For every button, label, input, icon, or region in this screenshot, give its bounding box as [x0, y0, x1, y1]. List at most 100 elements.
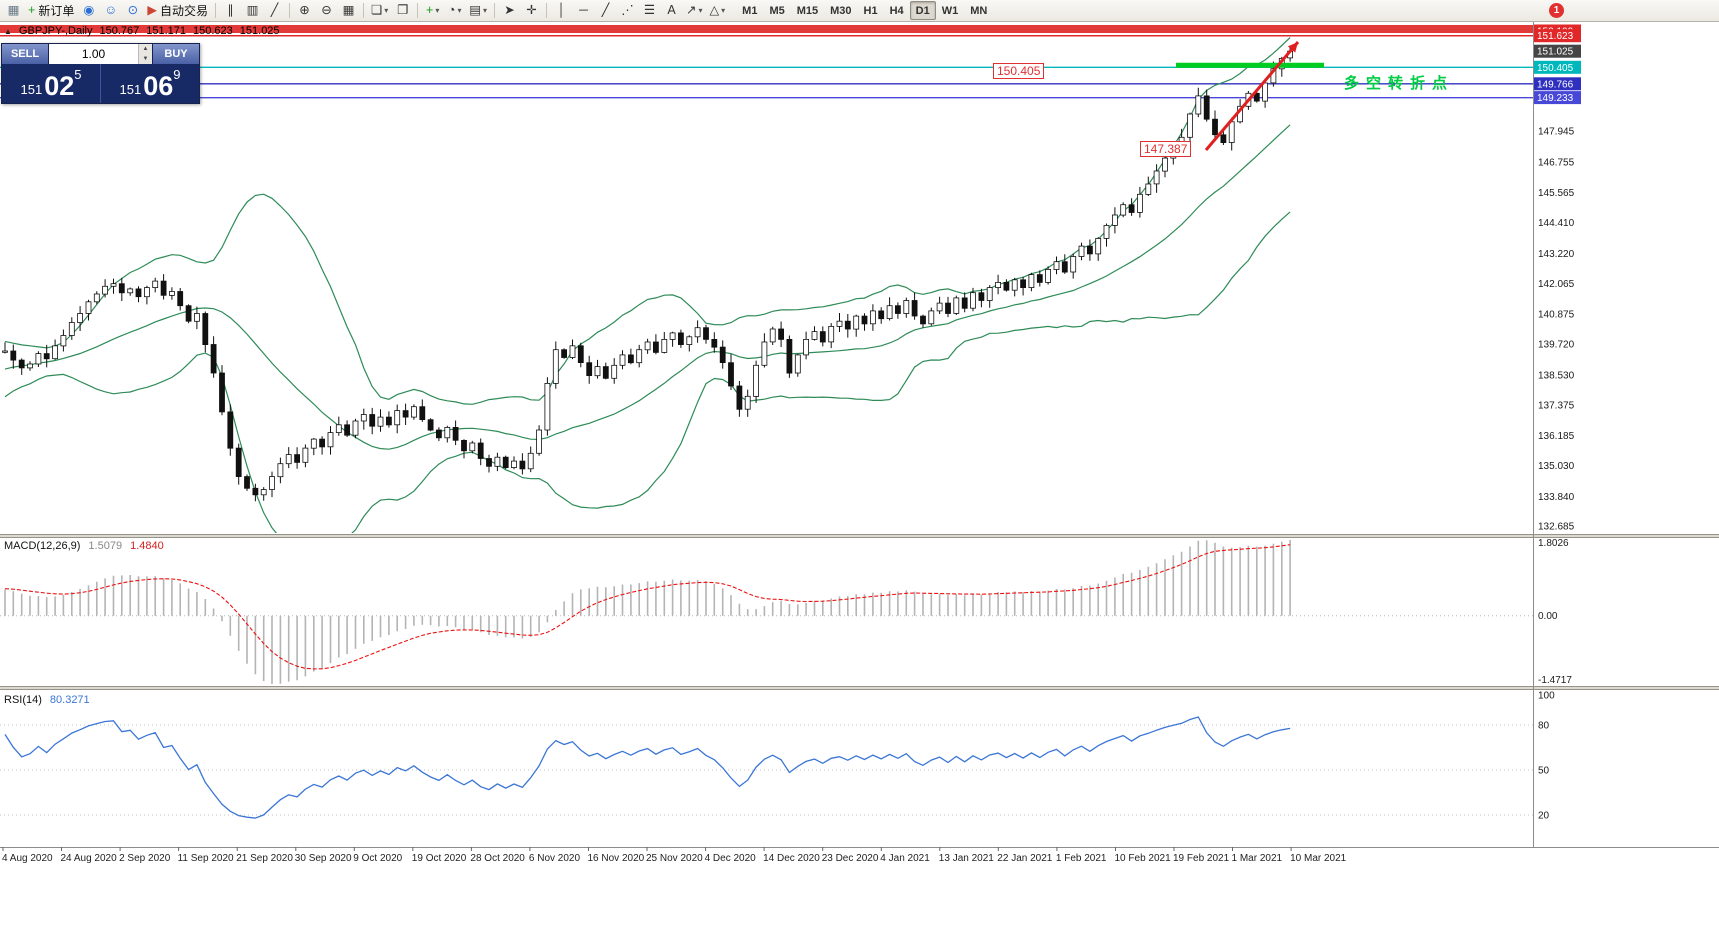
- templates-button[interactable]: ▤ ▾: [466, 1, 490, 20]
- resistance-price-label: 150.405: [993, 63, 1045, 79]
- timeframe-w1[interactable]: W1: [936, 1, 965, 20]
- vertical-line-icon: │: [557, 3, 566, 18]
- svg-text:151.623: 151.623: [1537, 31, 1574, 42]
- timeframe-d1[interactable]: D1: [909, 1, 936, 20]
- toolbar-divider: [494, 3, 496, 18]
- arrows-tool-button[interactable]: ↗ ▾: [683, 1, 706, 20]
- quote-header: ▲ GBPJPY-,Daily 150.767 151.171 150.623 …: [4, 25, 280, 37]
- periods-icon: ◔: [447, 3, 456, 18]
- svg-text:147.945: 147.945: [1538, 127, 1575, 138]
- svg-text:149.766: 149.766: [1537, 79, 1574, 90]
- buy-price-display[interactable]: 151 06 9: [100, 64, 199, 103]
- arrange-windows-button[interactable]: ❏ ▾: [368, 1, 391, 20]
- timeframe-m15[interactable]: M15: [791, 1, 824, 20]
- periods-button[interactable]: ◔ ▾: [444, 1, 465, 20]
- channel-button[interactable]: ⋰: [617, 1, 638, 20]
- candlestick-type-icon: ▥: [246, 3, 259, 18]
- trendline-icon: ╱: [601, 3, 610, 18]
- new-order-button[interactable]: + 新订单: [25, 1, 77, 20]
- shapes-tool-button-dropdown[interactable]: ▾: [721, 6, 726, 15]
- price-chart[interactable]: 147.945 146.755 145.565 144.410 143.220 142.0…: [0, 22, 1719, 945]
- arrows-tool-button-dropdown[interactable]: ▾: [698, 6, 703, 15]
- indicators-button-dropdown[interactable]: ▾: [435, 6, 440, 15]
- arrange-windows-icon: ❏: [370, 3, 383, 18]
- autotrading-icon: ▶: [147, 3, 157, 18]
- new-chart-button[interactable]: ▦: [3, 1, 24, 20]
- svg-text:133.840: 133.840: [1538, 492, 1575, 503]
- svg-text:10 Feb 2021: 10 Feb 2021: [1115, 853, 1172, 864]
- tile-windows-button[interactable]: ▦: [338, 1, 359, 20]
- notification-badge[interactable]: 1: [1549, 3, 1564, 18]
- vertical-line-button[interactable]: │: [551, 1, 572, 20]
- templates-button-dropdown[interactable]: ▾: [483, 6, 488, 15]
- cursor-button[interactable]: ➤: [499, 1, 520, 20]
- svg-text:100: 100: [1538, 691, 1555, 702]
- community-icon-button[interactable]: ◉: [78, 1, 99, 20]
- volume-value[interactable]: 1.00: [81, 47, 106, 61]
- trendline-button[interactable]: ╱: [595, 1, 616, 20]
- sell-price-prefix: 151: [20, 82, 43, 98]
- volume-up-button[interactable]: ▲: [139, 44, 152, 54]
- line-chart-type-icon: ╱: [270, 3, 279, 18]
- toolbar-icons: ▦ + 新订单 ◉ ☺ ⊙ ▶ 自动交易 ∥ ▥ ╱ ⊕ ⊖ ▦ ❏ ▾ ❐ + ▾ ◔ ▾ ▤ ▾ ➤ ✛ │ ─ ╱ ⋰ ☰ A ↗ ▾ △ ▾: [3, 1, 728, 20]
- macd-title: MACD(12,26,9): [4, 540, 81, 552]
- sell-button[interactable]: SELL: [2, 44, 48, 64]
- cursor-icon: ➤: [504, 3, 515, 18]
- bar-chart-type-icon: ∥: [227, 3, 234, 18]
- line-chart-type-button[interactable]: ╱: [264, 1, 285, 20]
- periods-button-dropdown[interactable]: ▾: [457, 6, 462, 15]
- templates-icon: ▤: [469, 3, 482, 18]
- volume-stepper: ▲ ▼: [138, 44, 152, 64]
- autotrading-button[interactable]: ▶ 自动交易: [144, 1, 211, 20]
- horizontal-line-icon: ─: [579, 3, 588, 18]
- svg-text:149.233: 149.233: [1537, 93, 1574, 104]
- svg-text:139.720: 139.720: [1538, 340, 1575, 351]
- timeframe-m5[interactable]: M5: [763, 1, 790, 20]
- shapes-tool-button[interactable]: △ ▾: [707, 1, 729, 20]
- svg-text:10 Mar 2021: 10 Mar 2021: [1290, 853, 1347, 864]
- timeframe-bar: M1 M5 M15 M30 H1 H4 D1 W1 MN: [736, 1, 993, 20]
- toolbar-divider: [214, 3, 216, 18]
- timeframe-h4[interactable]: H4: [884, 1, 910, 20]
- timeframe-m30[interactable]: M30: [824, 1, 857, 20]
- svg-text:9 Oct 2020: 9 Oct 2020: [353, 853, 402, 864]
- volume-field[interactable]: 1.00 ▲ ▼: [48, 44, 153, 64]
- svg-text:4 Jan 2021: 4 Jan 2021: [880, 853, 930, 864]
- new-chart-icon: ▦: [7, 3, 20, 18]
- svg-text:1 Feb 2021: 1 Feb 2021: [1056, 853, 1107, 864]
- text-tool-icon: A: [667, 3, 676, 18]
- bar-chart-type-button[interactable]: ∥: [220, 1, 241, 20]
- candlestick-type-button[interactable]: ▥: [242, 1, 263, 20]
- svg-text:80: 80: [1538, 721, 1550, 732]
- profile-icon-button[interactable]: ☺: [100, 1, 121, 20]
- trend-note-text: 多空转折点: [1344, 75, 1455, 92]
- sell-price-display[interactable]: 151 02 5: [2, 64, 100, 103]
- volume-down-button[interactable]: ▼: [139, 54, 152, 64]
- zoom-out-button[interactable]: ⊖: [316, 1, 337, 20]
- quote-low: 150.623: [193, 25, 233, 37]
- fibonacci-button[interactable]: ☰: [639, 1, 660, 20]
- svg-text:13 Jan 2021: 13 Jan 2021: [939, 853, 994, 864]
- timeframe-m1[interactable]: M1: [736, 1, 763, 20]
- timeframe-mn[interactable]: MN: [964, 1, 993, 20]
- horizontal-line-button[interactable]: ─: [573, 1, 594, 20]
- stagger-windows-button[interactable]: ❐: [392, 1, 413, 20]
- svg-text:1 Mar 2021: 1 Mar 2021: [1232, 853, 1283, 864]
- zoom-in-button[interactable]: ⊕: [294, 1, 315, 20]
- toolbar-divider: [362, 3, 364, 18]
- buy-button[interactable]: BUY: [153, 44, 199, 64]
- indicators-button[interactable]: + ▾: [422, 1, 443, 20]
- crosshair-button[interactable]: ✛: [521, 1, 542, 20]
- svg-text:6 Nov 2020: 6 Nov 2020: [529, 853, 581, 864]
- text-tool-button[interactable]: A: [661, 1, 682, 20]
- svg-text:4 Dec 2020: 4 Dec 2020: [705, 853, 757, 864]
- one-click-collapse-toggle[interactable]: ▲: [4, 26, 12, 36]
- svg-text:142.065: 142.065: [1538, 279, 1575, 290]
- arrange-windows-button-dropdown[interactable]: ▾: [384, 6, 389, 15]
- sell-price-sup: 5: [74, 67, 82, 82]
- svg-text:135.030: 135.030: [1538, 461, 1575, 472]
- svg-text:14 Dec 2020: 14 Dec 2020: [763, 853, 820, 864]
- crosshair-icon: ✛: [526, 3, 537, 18]
- signals-icon-button[interactable]: ⊙: [122, 1, 143, 20]
- timeframe-h1[interactable]: H1: [858, 1, 884, 20]
